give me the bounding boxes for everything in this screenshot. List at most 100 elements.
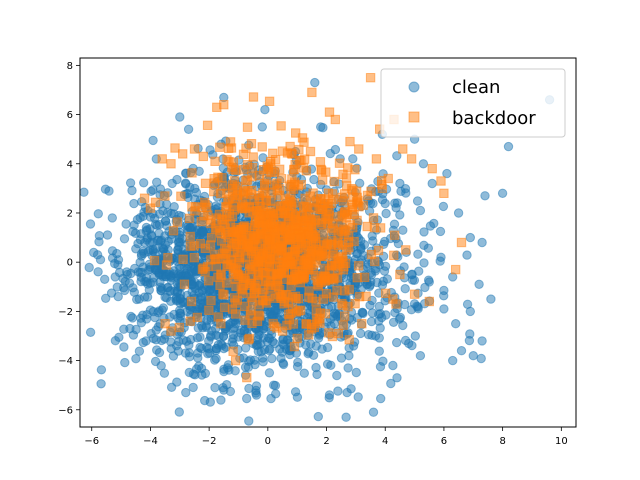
backdoor-point [344, 335, 354, 345]
clean-point [183, 124, 194, 135]
clean-point [174, 241, 184, 252]
clean-point [376, 393, 386, 404]
clean-point [415, 351, 426, 361]
backdoor-point [199, 211, 209, 221]
clean-point [141, 314, 152, 324]
backdoor-point [290, 291, 301, 301]
backdoor-point [229, 176, 240, 186]
clean-point [104, 186, 114, 196]
clean-point [476, 353, 486, 364]
clean-point [195, 332, 205, 342]
backdoor-point [247, 162, 258, 173]
backdoor-point [292, 333, 302, 344]
backdoor-point [296, 156, 306, 166]
backdoor-point [340, 311, 350, 321]
backdoor-point [219, 100, 229, 110]
backdoor-point [265, 159, 276, 169]
clean-point [322, 359, 333, 369]
backdoor-point [389, 250, 399, 261]
backdoor-point [187, 168, 197, 178]
clean-point [107, 213, 118, 223]
backdoor-point [304, 286, 314, 296]
backdoor-point [219, 302, 230, 313]
backdoor-point [368, 213, 379, 223]
clean-point [386, 378, 396, 389]
clean-point [453, 208, 464, 218]
backdoor-point [251, 247, 261, 257]
backdoor-point [347, 199, 357, 210]
clean-point [211, 345, 221, 356]
backdoor-point [216, 253, 226, 264]
clean-point [112, 248, 122, 259]
backdoor-point [390, 230, 400, 240]
backdoor-point [160, 319, 170, 329]
clean-point [333, 386, 343, 396]
clean-point [451, 319, 461, 329]
backdoor-point [231, 281, 241, 292]
backdoor-point [265, 282, 276, 293]
backdoor-point [166, 326, 176, 336]
backdoor-point [373, 245, 384, 256]
y-axis: −6 −4 −2 0 2 4 6 8 [58, 61, 80, 416]
clean-point [497, 188, 508, 199]
backdoor-point [228, 263, 239, 273]
clean-point [343, 363, 353, 373]
backdoor-point [354, 261, 364, 271]
clean-point [317, 344, 327, 354]
backdoor-point [187, 202, 197, 212]
clean-point [219, 366, 229, 377]
clean-point [174, 407, 185, 417]
clean-point [375, 323, 385, 333]
backdoor-point [366, 186, 376, 197]
backdoor-point [186, 296, 197, 307]
clean-point [377, 312, 387, 323]
backdoor-point [320, 251, 330, 262]
backdoor-point [358, 200, 368, 210]
clean-point [219, 385, 229, 395]
backdoor-point [330, 114, 341, 125]
clean-point [503, 141, 514, 152]
clean-point [465, 232, 475, 243]
backdoor-point [189, 253, 200, 263]
backdoor-point [324, 107, 335, 117]
backdoor-point [293, 233, 303, 244]
clean-point [85, 327, 96, 337]
y-tick-label: 0 [67, 258, 73, 269]
backdoor-point [277, 326, 288, 336]
backdoor-point [338, 300, 348, 311]
clean-point [370, 266, 381, 276]
backdoor-point [340, 258, 351, 269]
clean-point [197, 370, 207, 380]
clean-point [358, 308, 368, 319]
backdoor-point [319, 228, 329, 239]
backdoor-point [322, 240, 332, 250]
clean-point [419, 227, 429, 237]
clean-point [462, 250, 472, 260]
clean-point [181, 387, 191, 398]
clean-point [336, 353, 347, 363]
backdoor-point [338, 320, 349, 330]
backdoor-point [149, 255, 160, 266]
backdoor-point [168, 226, 179, 236]
backdoor-point [176, 191, 186, 201]
clean-point [188, 382, 198, 393]
x-tick-label: 2 [323, 436, 329, 447]
backdoor-point [341, 173, 352, 183]
clean-point [355, 328, 366, 339]
series-backdoor [139, 73, 467, 383]
clean-point [119, 283, 129, 293]
clean-point [468, 351, 478, 361]
clean-point [155, 282, 166, 292]
backdoor-point [305, 146, 316, 157]
clean-point [163, 207, 173, 218]
clean-point [415, 205, 426, 216]
backdoor-point [321, 211, 331, 222]
y-tick-label: −4 [58, 356, 73, 367]
clean-point [240, 362, 251, 372]
clean-point [119, 342, 129, 352]
backdoor-point [284, 314, 294, 325]
backdoor-point [228, 346, 238, 357]
clean-point [309, 174, 319, 185]
clean-point [270, 305, 280, 315]
backdoor-point [222, 278, 232, 288]
